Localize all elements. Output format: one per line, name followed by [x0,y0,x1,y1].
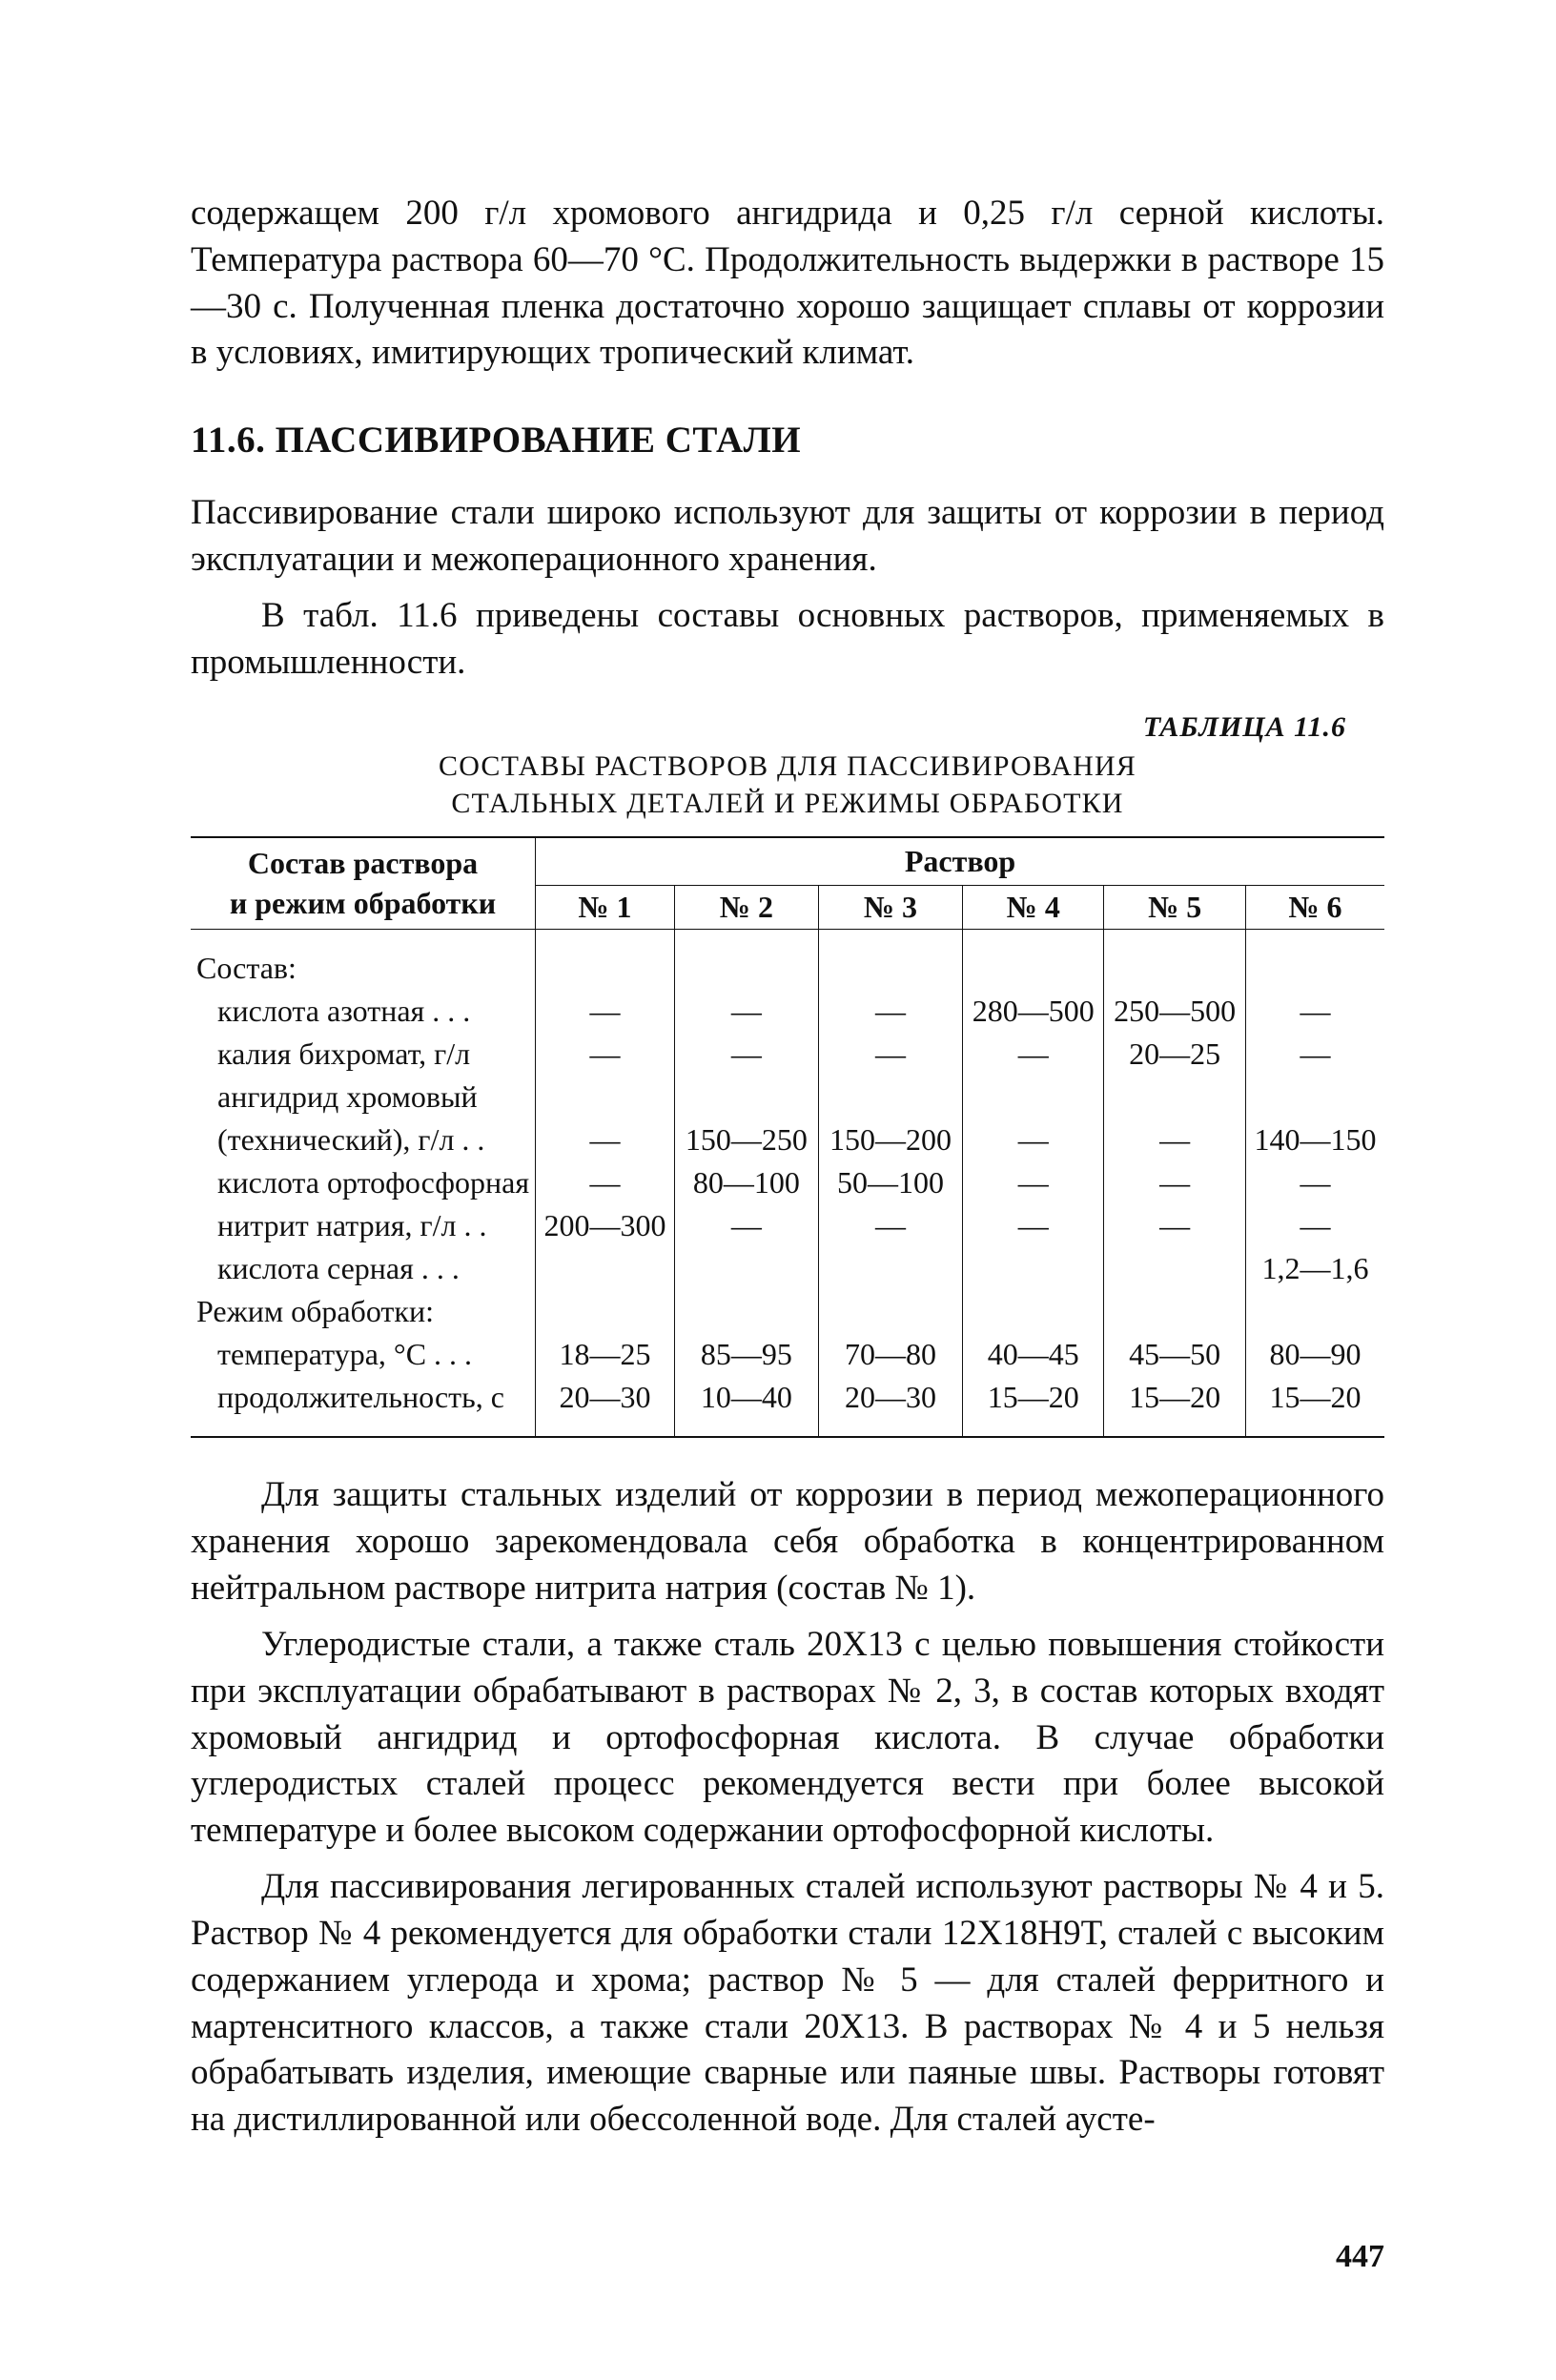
cell [1104,1247,1245,1290]
row-label: кислота ортофосфорная [191,1161,536,1204]
table-row: кислота ортофосфорная — 80—100 50—100 — … [191,1161,1384,1204]
cell: — [818,1033,962,1076]
cell: — [1104,1161,1245,1204]
table-label: ТАБЛИЦА 11.6 [191,711,1346,744]
table-row: кислота азотная . . . — — — 280—500 250—… [191,990,1384,1033]
passivation-table: Состав раствора и режим обработки Раство… [191,836,1384,1439]
cell: — [963,1118,1104,1161]
row-label: нитрит натрия, г/л . . [191,1204,536,1247]
col-1: № 1 [536,886,675,930]
cell: — [536,1161,675,1204]
table-row: кислота серная . . . 1,2—1,6 [191,1247,1384,1290]
table-row: ангидрид хромовый [191,1076,1384,1118]
cell: — [674,1204,818,1247]
col-3: № 3 [818,886,962,930]
cell: — [1245,1204,1384,1247]
table-row: (технический), г/л . . — 150—250 150—200… [191,1118,1384,1161]
table-title-line2: СТАЛЬНЫХ ДЕТАЛЕЙ И РЕЖИМЫ ОБРАБОТКИ [451,788,1123,819]
cell: 20—30 [818,1376,962,1419]
cell: — [674,990,818,1033]
cell: — [536,1033,675,1076]
cell: 15—20 [1245,1376,1384,1419]
cell: — [963,1033,1104,1076]
cell [536,1247,675,1290]
cell: 1,2—1,6 [1245,1247,1384,1290]
cell: — [818,990,962,1033]
cell: 50—100 [818,1161,962,1204]
cell: — [963,1161,1104,1204]
cell: 280—500 [963,990,1104,1033]
cell: 20—30 [536,1376,675,1419]
row-label: ангидрид хромовый [191,1076,536,1118]
cell: 140—150 [1245,1118,1384,1161]
cell: 20—25 [1104,1033,1245,1076]
cell: 40—45 [963,1333,1104,1376]
intro-paragraph: содержащем 200 г/л хромового ангидрида и… [191,191,1384,377]
head-group: Раствор [536,837,1384,886]
col-4: № 4 [963,886,1104,930]
cell: 85—95 [674,1333,818,1376]
row-section-compos: Состав: [191,947,536,990]
cell [963,1247,1104,1290]
row-label: кислота азотная . . . [191,990,536,1033]
after-para-2: Углеродистые стали, а также сталь 20Х13 … [191,1622,1384,1855]
cell: 80—90 [1245,1333,1384,1376]
cell: 15—20 [1104,1376,1245,1419]
after-para-1: Для защиты стальных изделий от коррозии … [191,1472,1384,1611]
row-label: калия бихромат, г/л [191,1033,536,1076]
cell: — [536,1118,675,1161]
table-title: СОСТАВЫ РАСТВОРОВ ДЛЯ ПАССИВИРОВАНИЯ СТА… [191,748,1384,823]
table-title-line1: СОСТАВЫ РАСТВОРОВ ДЛЯ ПАССИВИРОВАНИЯ [439,750,1136,782]
cell: 150—250 [674,1118,818,1161]
section-heading: 11.6. ПАССИВИРОВАНИЕ СТАЛИ [191,419,1384,462]
table-row: продолжительность, с 20—30 10—40 20—30 1… [191,1376,1384,1419]
head-rowlabel: Состав раствора и режим обработки [191,837,536,930]
cell: — [1104,1204,1245,1247]
row-label: кислота серная . . . [191,1247,536,1290]
after-para-3: Для пассивирования легированных сталей и… [191,1864,1384,2144]
cell: 250—500 [1104,990,1245,1033]
cell: — [1245,1033,1384,1076]
cell: 150—200 [818,1118,962,1161]
cell: — [536,990,675,1033]
col-5: № 5 [1104,886,1245,930]
section-para-2: В табл. 11.6 приведены составы основных … [191,593,1384,687]
cell: 200—300 [536,1204,675,1247]
row-label: температура, °С . . . [191,1333,536,1376]
col-6: № 6 [1245,886,1384,930]
cell: — [1245,990,1384,1033]
table-row: температура, °С . . . 18—25 85—95 70—80 … [191,1333,1384,1376]
cell: 70—80 [818,1333,962,1376]
table-row: нитрит натрия, г/л . . 200—300 — — — — — [191,1204,1384,1247]
cell: 10—40 [674,1376,818,1419]
row-label: (технический), г/л . . [191,1118,536,1161]
cell: 18—25 [536,1333,675,1376]
page-number: 447 [1336,2239,1384,2275]
table-row: калия бихромат, г/л — — — — 20—25 — [191,1033,1384,1076]
cell: — [1104,1118,1245,1161]
cell: — [818,1204,962,1247]
row-section-regime: Режим обработки: [191,1290,536,1333]
cell: 45—50 [1104,1333,1245,1376]
cell [674,1247,818,1290]
section-para-1: Пассивирование стали широко используют д… [191,490,1384,584]
cell: 80—100 [674,1161,818,1204]
cell [818,1247,962,1290]
cell: — [963,1204,1104,1247]
row-label: продолжительность, с [191,1376,536,1419]
cell: — [1245,1161,1384,1204]
cell: 15—20 [963,1376,1104,1419]
cell: — [674,1033,818,1076]
col-2: № 2 [674,886,818,930]
